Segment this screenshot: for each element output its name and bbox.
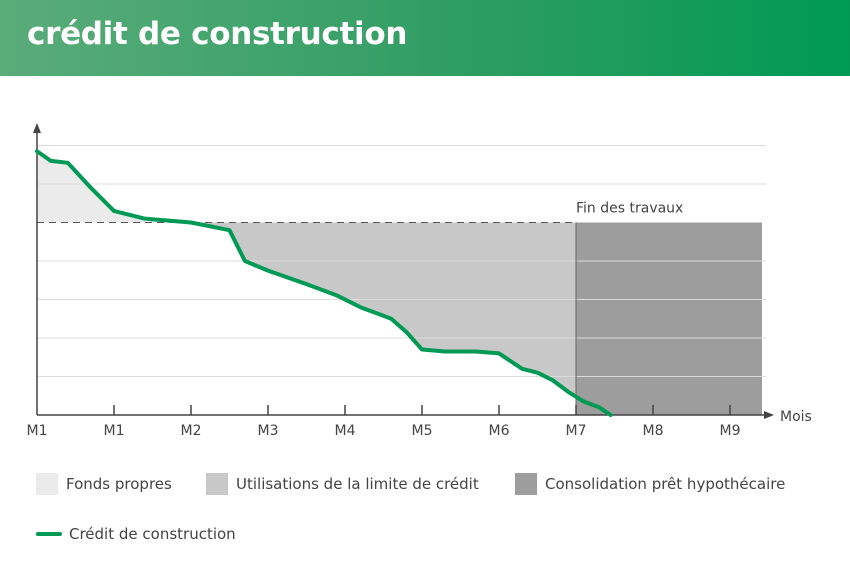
legend-label-utilisations: Utilisations de la limite de crédit <box>236 475 479 493</box>
area-fonds-propres <box>37 151 191 223</box>
legend-item-utilisations: Utilisations de la limite de crédit <box>206 473 479 495</box>
legend-item-fonds-propres: Fonds propres <box>36 473 172 495</box>
x-axis-arrow <box>764 411 774 419</box>
x-axis-label: Mois <box>780 409 812 425</box>
legend-label-credit: Crédit de construction <box>69 525 236 543</box>
x-tick-label: M1 <box>104 423 125 439</box>
y-axis-arrow <box>33 123 41 133</box>
legend-line-credit <box>36 532 62 536</box>
x-tick-label: M6 <box>489 423 510 439</box>
area-utilisations <box>191 222 611 415</box>
series-line-credit-de-construction <box>35 149 613 417</box>
x-tick-label: M8 <box>643 423 664 439</box>
x-tick-label: M1 <box>27 423 48 439</box>
x-tick-label: M9 <box>720 423 741 439</box>
x-tick-label: M2 <box>181 423 202 439</box>
legend-label-consolidation: Consolidation prêt hypothécaire <box>545 475 786 493</box>
legend-swatch-consolidation <box>515 473 537 495</box>
legend-item-consolidation: Consolidation prêt hypothécaire <box>515 473 785 495</box>
legend-item-credit-line: Crédit de construction <box>36 525 236 543</box>
area-consolidation <box>576 222 762 415</box>
x-tick-label: M7 <box>566 423 587 439</box>
chart-title: crédit de construction <box>27 16 408 52</box>
x-tick-label: M4 <box>335 423 356 439</box>
legend-label-fonds-propres: Fonds propres <box>66 475 172 493</box>
legend-swatch-utilisations <box>206 473 228 495</box>
chart-header: crédit de construction <box>0 0 850 76</box>
x-tick-label: M5 <box>412 423 433 439</box>
x-tick-label: M3 <box>258 423 279 439</box>
annotation-fin-des-travaux: Fin des travaux <box>576 201 683 217</box>
legend-swatch-fonds-propres <box>36 473 58 495</box>
